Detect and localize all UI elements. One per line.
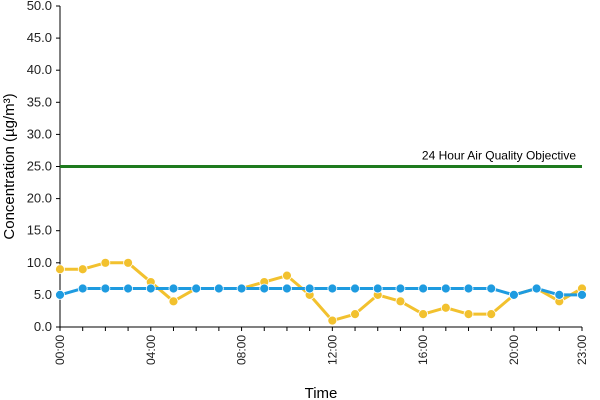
x-tick-label: 23:00 — [575, 335, 589, 365]
series-2-point — [554, 289, 565, 300]
x-tick-label: 16:00 — [416, 335, 430, 365]
y-tick-label: 25.0 — [27, 159, 52, 174]
series-2-point — [463, 283, 474, 294]
x-tick-label: 08:00 — [235, 335, 249, 365]
series-2-point — [100, 283, 111, 294]
series-1-point — [486, 309, 497, 320]
series-1-point — [100, 257, 111, 268]
series-2-point — [77, 283, 88, 294]
reference-line-group: 24 Hour Air Quality Objective — [60, 149, 582, 168]
x-tick-label: 12:00 — [325, 335, 339, 365]
series-1-point — [123, 257, 133, 268]
series-2-point — [304, 283, 315, 294]
reference-line-label: 24 Hour Air Quality Objective — [422, 149, 576, 163]
series-1-point — [463, 309, 474, 320]
y-tick-label: 15.0 — [27, 223, 52, 238]
series-2-point — [577, 289, 587, 300]
y-tick-label: 45.0 — [27, 30, 52, 45]
series-1-line — [60, 261, 583, 323]
series-2-line — [59, 286, 582, 297]
series-2-point — [395, 283, 406, 294]
y-axis-title: Concentration (µg/m³) — [1, 93, 18, 239]
y-tick-label: 0.0 — [34, 319, 52, 334]
series-2-point — [213, 283, 224, 294]
series-group — [55, 257, 587, 326]
series-1-point — [418, 309, 429, 320]
series-2-point — [259, 283, 270, 294]
series-1-point — [168, 296, 179, 307]
series-2-point — [191, 283, 202, 294]
y-tick-label: 20.0 — [27, 191, 52, 206]
series-1-point — [77, 264, 88, 275]
series-2-point — [418, 283, 429, 294]
y-tick-label: 5.0 — [34, 287, 52, 302]
y-tick-label: 35.0 — [27, 94, 52, 109]
series-2-point — [440, 283, 451, 294]
y-tick-label: 50.0 — [27, 0, 52, 13]
x-tick-label: 04:00 — [144, 335, 158, 365]
series-1-point — [327, 315, 338, 326]
series-1-point — [395, 296, 406, 307]
x-tick-label: 00:00 — [53, 335, 67, 365]
x-tick-label: 20:00 — [507, 335, 521, 365]
series-2-point — [236, 283, 247, 294]
series-1-point — [440, 302, 451, 313]
series-2-point — [531, 283, 542, 294]
y-tick-label: 40.0 — [27, 62, 52, 77]
y-tick-label: 10.0 — [27, 255, 52, 270]
series-2-point — [509, 289, 519, 300]
series-2-point — [168, 283, 179, 294]
y-axis-ticks: 0.0 5.0 10.0 15.0 20.0 25.0 30.0 35.0 40.0 45.0 50… — [27, 0, 60, 334]
series-2-point — [282, 283, 292, 294]
series-2-point — [486, 283, 497, 294]
series-2-point — [145, 283, 156, 294]
series-2-point — [350, 283, 360, 294]
series-2-point — [55, 289, 65, 300]
x-axis-ticks: 00:00 04:00 08:00 12:00 16:00 20:00 23:00 — [53, 327, 589, 365]
series-1-point — [350, 309, 360, 320]
series-2-point — [327, 283, 338, 294]
y-tick-label: 30.0 — [27, 126, 52, 141]
series-2-point — [123, 283, 133, 294]
series-1-point — [55, 264, 65, 275]
x-axis-title: Time — [305, 385, 338, 400]
series-2-point — [372, 283, 383, 294]
series-1-point — [282, 270, 292, 281]
